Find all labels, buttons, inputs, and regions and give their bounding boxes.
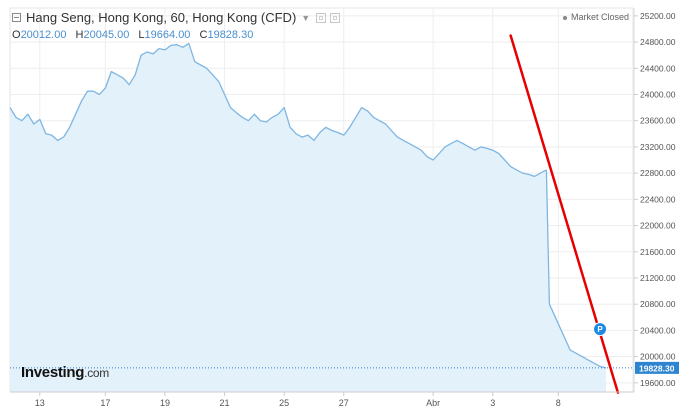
x-tick-label: 27 xyxy=(339,398,349,408)
x-tick-label: 19 xyxy=(160,398,170,408)
ohlc-row: O20012.00 H20045.00 L19664.00 C19828.30 xyxy=(12,29,512,41)
y-tick-label: 20000.00 xyxy=(640,352,676,362)
market-status: Market Closed xyxy=(562,12,629,22)
marker-group[interactable]: P xyxy=(593,322,608,337)
close-label: C xyxy=(199,29,208,41)
low-value: 19664.00 xyxy=(144,29,191,41)
status-dot-icon xyxy=(562,15,567,20)
p-marker-icon[interactable] xyxy=(593,322,608,337)
settings-icon[interactable] xyxy=(316,12,327,23)
x-tick-label: 3 xyxy=(490,398,495,408)
last-price-tag xyxy=(635,361,679,374)
x-tick-label: 8 xyxy=(556,398,561,408)
open-label: O xyxy=(12,29,21,41)
x-axis: 13 17 19 21 25 27 Abr 3 8 xyxy=(10,391,634,408)
open-value: 20012.00 xyxy=(20,29,67,41)
y-tick-label: 24000.00 xyxy=(640,89,676,99)
price-series xyxy=(9,42,607,393)
close-icon[interactable] xyxy=(330,12,341,23)
y-tick-label: 22400.00 xyxy=(640,194,676,204)
chart-title: Hang Seng, Hong Kong, 60, Hong Kong (CFD… xyxy=(26,10,297,25)
high-label: H xyxy=(75,29,84,41)
y-tick-label: 20800.00 xyxy=(640,299,676,309)
chart-header: Hang Seng, Hong Kong, 60, Hong Kong (CFD… xyxy=(12,9,512,41)
investing-logo: Investing.com xyxy=(21,364,109,381)
price-line-segment xyxy=(545,169,607,369)
y-tick-label: 23600.00 xyxy=(640,116,676,126)
y-tick-label: 23200.00 xyxy=(640,142,676,152)
title-row: Hang Seng, Hong Kong, 60, Hong Kong (CFD… xyxy=(12,9,512,26)
y-tick-label: 20400.00 xyxy=(640,325,676,335)
chevron-down-icon[interactable]: ▼ xyxy=(301,12,311,23)
y-axis: 19600.00 20000.00 20400.00 20800.00 21200.00… xyxy=(633,8,676,392)
high-value: 20045.00 xyxy=(83,29,130,41)
price-area xyxy=(10,43,606,393)
market-status-text: Market Closed xyxy=(570,12,629,22)
x-tick-label: 13 xyxy=(35,398,45,408)
y-tick-label: 21200.00 xyxy=(640,273,676,283)
close-value: 19828.30 xyxy=(207,29,254,41)
x-tick-label: 25 xyxy=(279,398,289,408)
y-tick-label: 24400.00 xyxy=(640,63,676,73)
last-price-tag-label: 19828.30 xyxy=(639,363,675,373)
x-tick-label: 21 xyxy=(220,398,230,408)
price-line-segment xyxy=(9,42,547,178)
y-tick-label: 22800.00 xyxy=(640,168,676,178)
y-tick-label: 19600.00 xyxy=(640,378,676,388)
logo-brand: Investing xyxy=(21,364,85,381)
y-tick-label: 21600.00 xyxy=(640,247,676,257)
x-tick-label: Abr xyxy=(426,398,440,408)
collapse-icon[interactable] xyxy=(12,13,21,22)
low-label: L xyxy=(138,29,145,41)
logo-suffix: .com xyxy=(84,366,109,380)
last-price-tag-group: 19828.30 xyxy=(635,361,679,374)
y-tick-label: 25200.00 xyxy=(640,11,676,21)
x-tick-label: 17 xyxy=(100,398,110,408)
p-marker-label: P xyxy=(597,325,603,334)
y-tick-label: 22000.00 xyxy=(640,221,676,231)
y-tick-label: 24800.00 xyxy=(640,37,676,47)
